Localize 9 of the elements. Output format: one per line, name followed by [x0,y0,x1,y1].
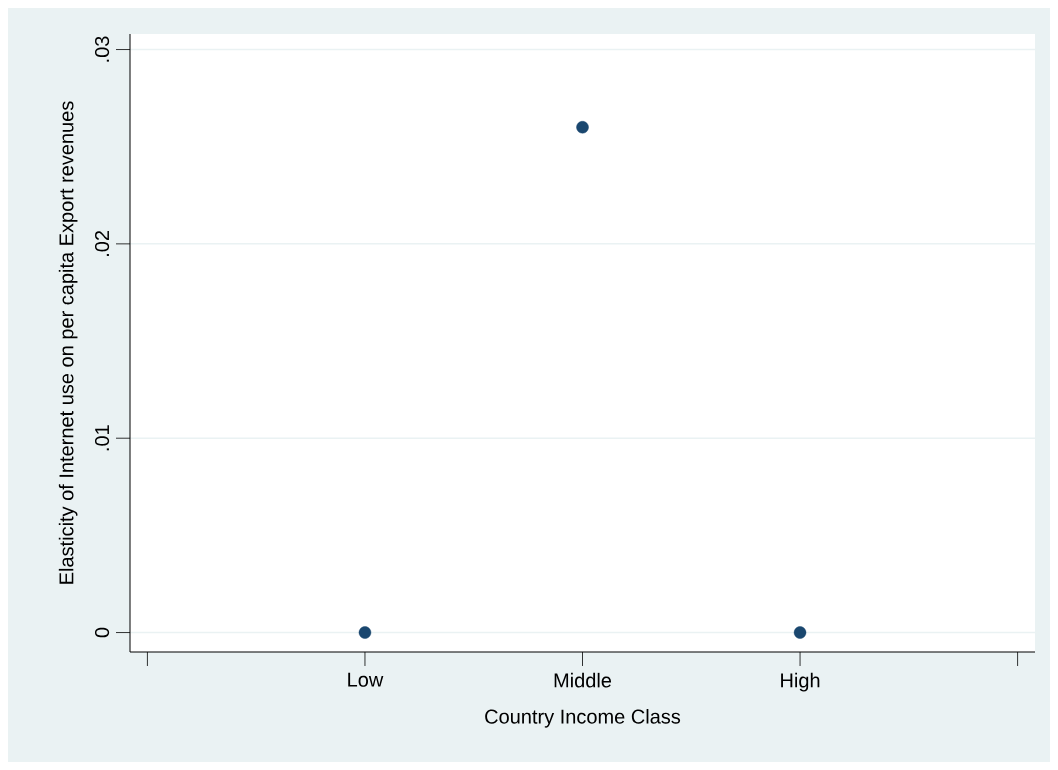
x-tick-label: Low [348,672,384,687]
y-tick-label: .01 [94,425,110,451]
y-tick-label: 0 [94,627,110,638]
x-axis-title: Country Income Class [485,709,681,728]
y-tick-label: .03 [94,36,110,62]
x-tick-label: High [781,672,820,692]
y-axis-title: Elasticity of Internet use on per capita Export revenues [58,101,78,584]
x-tick-label: Middle [554,672,612,688]
y-tick-label: .02 [94,230,110,256]
